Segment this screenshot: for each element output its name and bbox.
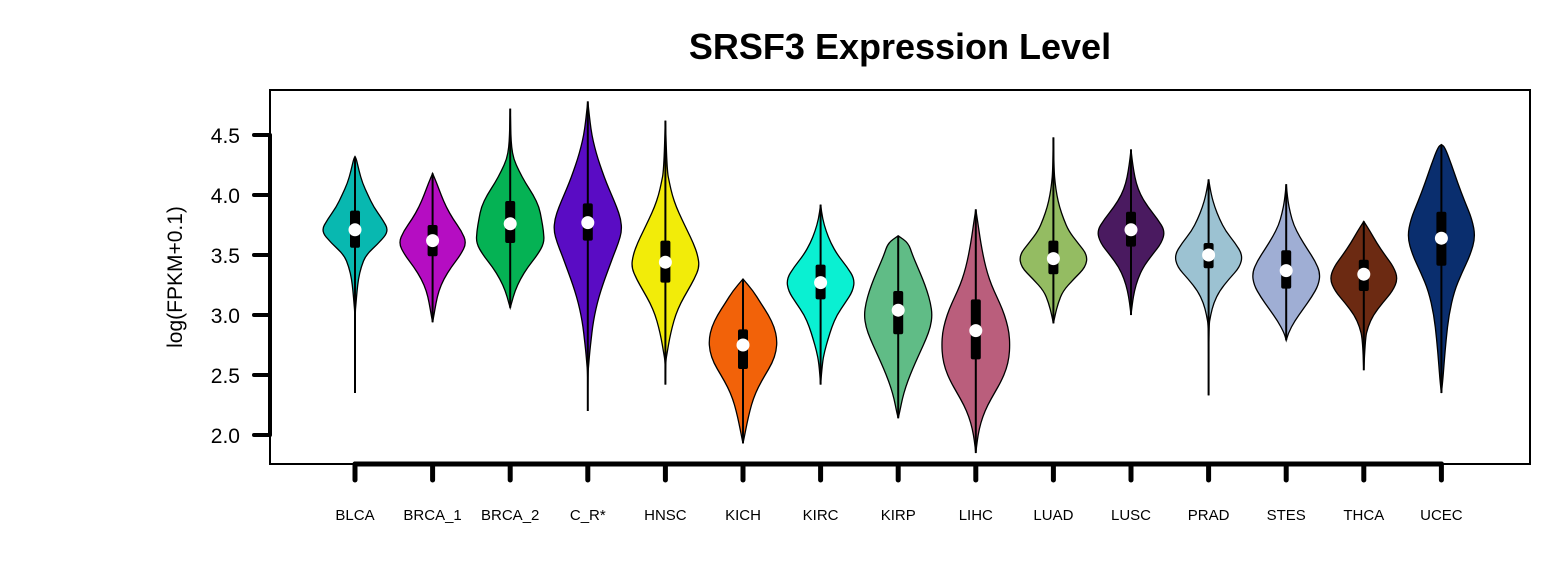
violin-kirp bbox=[863, 235, 933, 419]
y-axis: 2.0 2.5 3.0 3.5 4.0 4.5 bbox=[211, 125, 272, 448]
x-tick-label: KIRP bbox=[881, 507, 916, 524]
y-tick-label: 2.5 bbox=[211, 365, 240, 388]
violin-brca-1 bbox=[399, 171, 466, 323]
violin-median-point bbox=[1434, 231, 1448, 245]
violin-prad bbox=[1174, 179, 1243, 396]
y-tick-label: 4.5 bbox=[211, 125, 240, 148]
violin-thca bbox=[1330, 220, 1398, 371]
violin-luad bbox=[1019, 137, 1088, 324]
x-tick-label: KICH bbox=[725, 507, 761, 524]
violin-median-point bbox=[1357, 267, 1371, 281]
violin-median-point bbox=[1279, 264, 1293, 278]
violin-lusc bbox=[1097, 149, 1165, 316]
violin-median-point bbox=[1046, 252, 1060, 266]
violin-median-point bbox=[426, 234, 440, 248]
violin-c-r- bbox=[553, 101, 623, 412]
x-tick-label: UCEC bbox=[1420, 507, 1463, 524]
violin-hnsc bbox=[631, 120, 700, 385]
violin-median-point bbox=[814, 276, 828, 290]
violin-median-point bbox=[348, 223, 362, 237]
violin-kirc bbox=[786, 204, 855, 385]
violin-stes bbox=[1252, 184, 1321, 343]
x-tick-label: STES bbox=[1267, 507, 1306, 524]
violin-median-point bbox=[1124, 223, 1138, 237]
violin-median-point bbox=[1202, 248, 1216, 262]
violin-median-point bbox=[736, 338, 750, 352]
x-tick-label: BRCA_2 bbox=[481, 507, 539, 524]
x-tick-label: KIRC bbox=[803, 507, 839, 524]
violin-lihc bbox=[941, 209, 1011, 454]
violin-blca bbox=[322, 155, 388, 394]
violin-kich bbox=[708, 277, 778, 444]
y-axis-label: log(FPKM+0.1) bbox=[164, 206, 187, 348]
violin-ucec bbox=[1407, 143, 1476, 394]
x-tick-label: LIHC bbox=[959, 507, 993, 524]
violin-brca-2 bbox=[475, 108, 545, 311]
x-tick-label: LUAD bbox=[1033, 507, 1073, 524]
y-tick-label: 4.0 bbox=[211, 185, 240, 208]
violin-median-point bbox=[503, 217, 517, 231]
x-tick-label: BLCA bbox=[335, 507, 374, 524]
x-tick-label: PRAD bbox=[1188, 507, 1230, 524]
violins bbox=[322, 101, 1476, 454]
x-tick-label: C_R* bbox=[570, 507, 606, 524]
violin-median-point bbox=[969, 324, 983, 338]
x-axis: BLCA BRCA_1 BRCA_2 C_R* HNSC KICH KIRC KIRP LIHC… bbox=[335, 461, 1463, 524]
y-tick-label: 3.0 bbox=[211, 305, 240, 328]
y-tick-label: 3.5 bbox=[211, 245, 240, 268]
violin-median-point bbox=[581, 216, 595, 230]
x-tick-label: HNSC bbox=[644, 507, 687, 524]
violin-median-point bbox=[891, 303, 905, 317]
chart-title: SRSF3 Expression Level bbox=[689, 26, 1111, 67]
x-tick-label: THCA bbox=[1343, 507, 1384, 524]
x-tick-label: BRCA_1 bbox=[403, 507, 461, 524]
violin-median-point bbox=[658, 255, 672, 269]
x-tick-label: LUSC bbox=[1111, 507, 1151, 524]
y-tick-label: 2.0 bbox=[211, 425, 240, 448]
